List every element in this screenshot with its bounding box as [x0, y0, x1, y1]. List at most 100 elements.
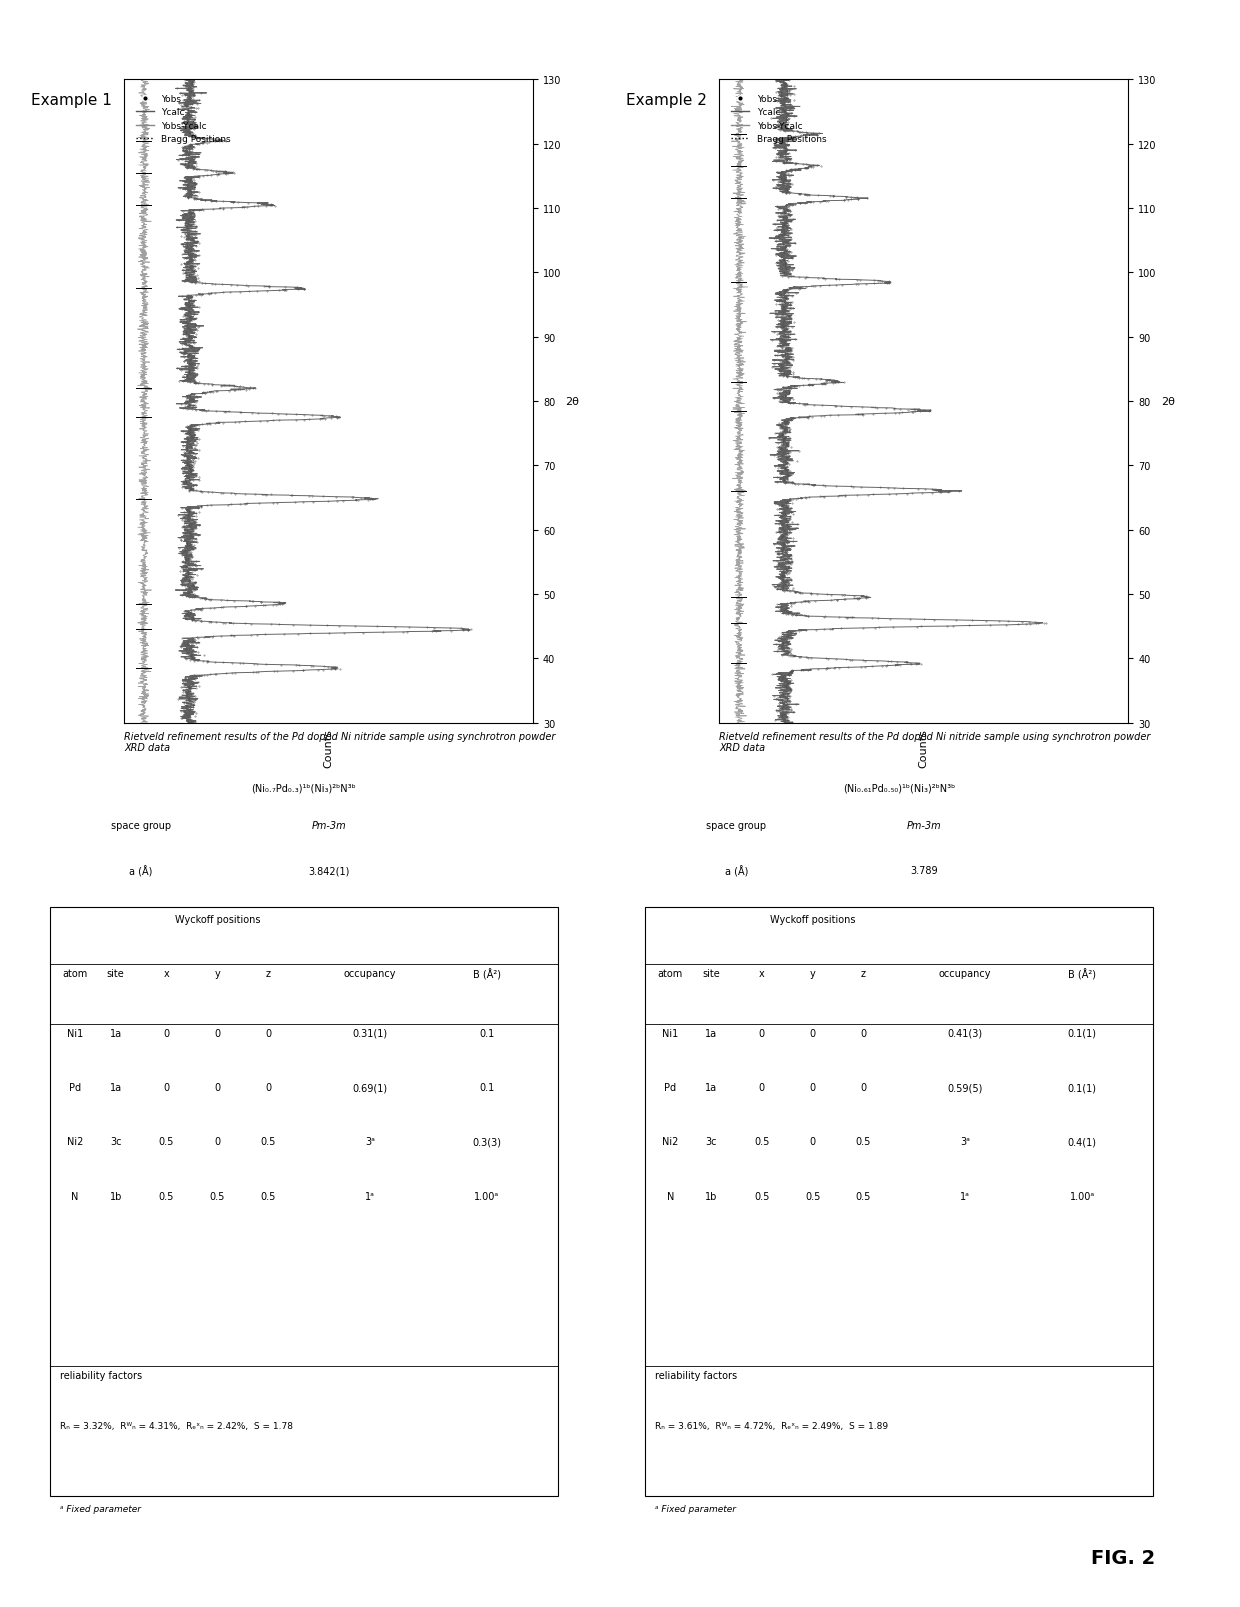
Yobs-Ycalc [136, 402, 151, 421]
Text: 0: 0 [215, 1083, 221, 1093]
Text: space group: space group [707, 821, 766, 831]
Ycalc [185, 418, 200, 437]
Text: Rₙ = 3.61%,  Rᵂₙ = 4.72%,  Rₑˣₙ = 2.49%,  S = 1.89: Rₙ = 3.61%, Rᵂₙ = 4.72%, Rₑˣₙ = 2.49%, S… [655, 1421, 888, 1430]
Text: Rₙ = 3.32%,  Rᵂₙ = 4.31%,  Rₑˣₙ = 2.42%,  S = 1.78: Rₙ = 3.32%, Rᵂₙ = 4.31%, Rₑˣₙ = 2.42%, S… [60, 1421, 293, 1430]
Yobs-Ycalc [734, 90, 749, 109]
Text: 3c: 3c [706, 1136, 717, 1147]
Text: 3c: 3c [110, 1136, 122, 1147]
Yobs [180, 681, 195, 701]
Bar [50, 908, 558, 1496]
Text: 0.5: 0.5 [754, 1191, 769, 1200]
Text: 0.1(1): 0.1(1) [1068, 1028, 1096, 1038]
Text: 0.4(1): 0.4(1) [1068, 1136, 1096, 1147]
Text: z: z [861, 967, 866, 979]
Yobs-Ycalc [733, 207, 748, 227]
Ycalc [186, 714, 201, 733]
Yobs [184, 714, 198, 733]
Yobs [771, 207, 786, 227]
Text: Wyckoff positions: Wyckoff positions [175, 914, 260, 926]
Yobs-Ycalc [139, 681, 154, 701]
Text: (Ni₀.₇Pd₀.₃)¹ᵇ(Ni₃)²ᵇN³ᵇ: (Ni₀.₇Pd₀.₃)¹ᵇ(Ni₃)²ᵇN³ᵇ [252, 783, 356, 792]
Text: 1a: 1a [704, 1028, 717, 1038]
Text: Ni1: Ni1 [662, 1028, 678, 1038]
Text: 0.5: 0.5 [159, 1136, 174, 1147]
Text: site: site [702, 967, 719, 979]
Yobs-Ycalc [133, 90, 148, 109]
Yobs-Ycalc [732, 90, 746, 109]
Text: 0.5: 0.5 [856, 1136, 870, 1147]
Text: 0: 0 [810, 1028, 816, 1038]
Yobs-Ycalc [733, 418, 748, 437]
Text: FIG. 2: FIG. 2 [1091, 1548, 1156, 1567]
Yobs [775, 418, 790, 437]
Text: 0.1: 0.1 [479, 1028, 495, 1038]
Ycalc [774, 418, 789, 437]
Text: Example 2: Example 2 [626, 93, 707, 108]
Yobs-Ycalc [135, 418, 150, 437]
Text: 0: 0 [265, 1083, 272, 1093]
Yobs [184, 418, 198, 437]
Y-axis label: 2θ: 2θ [1161, 397, 1174, 407]
Bar [645, 908, 1153, 1496]
Yobs-Ycalc [134, 714, 149, 733]
Yobs-Ycalc [732, 681, 746, 701]
Ycalc [770, 207, 785, 227]
Text: 1ᵃ: 1ᵃ [365, 1191, 374, 1200]
Text: Ni2: Ni2 [662, 1136, 678, 1147]
Ycalc [779, 714, 794, 733]
Text: N: N [667, 1191, 673, 1200]
Text: 3.842(1): 3.842(1) [309, 866, 350, 876]
Text: 0: 0 [164, 1083, 170, 1093]
Ycalc [197, 402, 212, 421]
Text: 1b: 1b [109, 1191, 122, 1200]
Ycalc [914, 402, 929, 421]
Line: Yobs: Yobs [176, 80, 471, 723]
Line: Yobs: Yobs [769, 80, 1047, 723]
Text: 1b: 1b [704, 1191, 717, 1200]
Text: 0.59(5): 0.59(5) [947, 1083, 983, 1093]
Text: 0: 0 [164, 1028, 170, 1038]
Yobs-Ycalc [734, 71, 749, 90]
Text: (Ni₀.₆₁Pd₀.₅₀)¹ᵇ(Ni₃)²ᵇN³ᵇ: (Ni₀.₆₁Pd₀.₅₀)¹ᵇ(Ni₃)²ᵇN³ᵇ [843, 783, 955, 792]
Text: x: x [164, 967, 170, 979]
Yobs-Ycalc [729, 714, 744, 733]
Text: 0.5: 0.5 [754, 1136, 769, 1147]
Text: 0.5: 0.5 [856, 1191, 870, 1200]
Text: Pd: Pd [665, 1083, 676, 1093]
Text: Ni1: Ni1 [67, 1028, 83, 1038]
Text: 0.1: 0.1 [479, 1083, 495, 1093]
Text: Rietveld refinement results of the Pd doped Ni nitride sample using synchrotron : Rietveld refinement results of the Pd do… [719, 731, 1151, 752]
Text: 1a: 1a [704, 1083, 717, 1093]
Text: reliability factors: reliability factors [655, 1369, 737, 1380]
Text: B (Å²): B (Å²) [1068, 967, 1096, 980]
Ycalc [177, 681, 192, 701]
Text: 0: 0 [861, 1083, 867, 1093]
Line: Yobs-Ycalc: Yobs-Ycalc [138, 80, 151, 723]
Text: site: site [107, 967, 124, 979]
Text: z: z [265, 967, 270, 979]
Legend: Yobs, Ycalc, Yobs-Ycalc, Bragg Positions: Yobs, Ycalc, Yobs-Ycalc, Bragg Positions [728, 92, 830, 148]
Yobs [180, 90, 195, 109]
Text: 0: 0 [810, 1083, 816, 1093]
Text: 1a: 1a [109, 1028, 122, 1038]
Text: 0: 0 [861, 1028, 867, 1038]
Yobs [916, 402, 931, 421]
Text: 0.5: 0.5 [260, 1136, 275, 1147]
Text: Pm-3m: Pm-3m [312, 821, 346, 831]
Text: Pm-3m: Pm-3m [908, 821, 941, 831]
Text: atom: atom [62, 967, 88, 979]
Text: occupancy: occupancy [939, 967, 991, 979]
Yobs [179, 71, 193, 90]
Ycalc [776, 71, 791, 90]
Text: 0: 0 [215, 1028, 221, 1038]
Text: 0.5: 0.5 [805, 1191, 820, 1200]
Ycalc [187, 207, 202, 227]
Text: 3.789: 3.789 [910, 866, 939, 876]
Yobs [184, 207, 198, 227]
Yobs [780, 90, 795, 109]
Text: atom: atom [657, 967, 683, 979]
Text: y: y [215, 967, 221, 979]
Yobs [771, 90, 786, 109]
Text: 0.3(3): 0.3(3) [472, 1136, 501, 1147]
X-axis label: Counts: Counts [324, 728, 334, 768]
